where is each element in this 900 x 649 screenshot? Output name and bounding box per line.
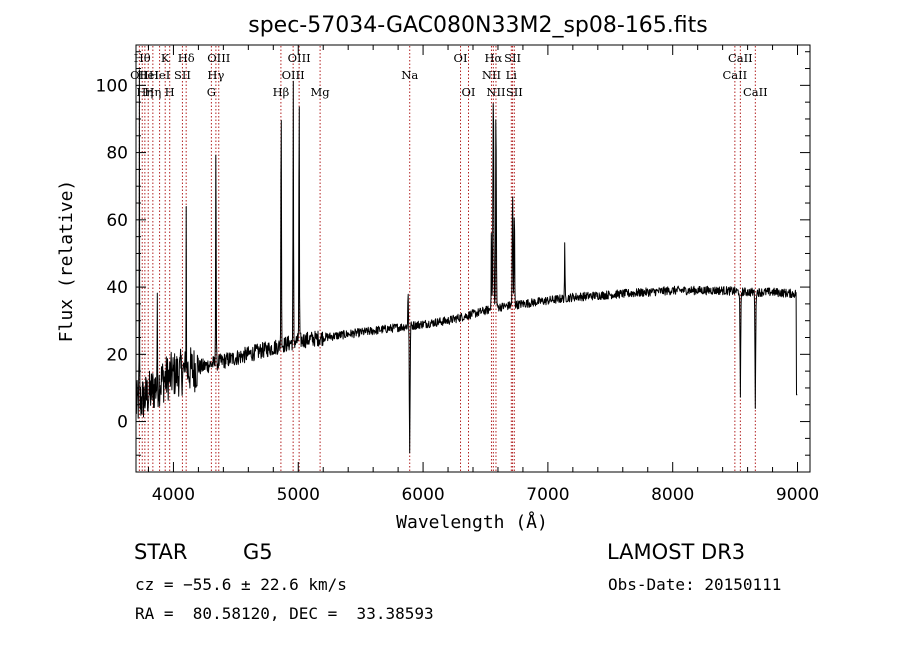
reference-line-label: OI xyxy=(462,85,476,99)
reference-line-label: Hη xyxy=(144,85,161,99)
reference-line-label: Hθ xyxy=(134,51,151,65)
reference-line-label: Li xyxy=(506,68,518,82)
x-tick-label: 4000 xyxy=(152,485,195,505)
reference-line-label: SII xyxy=(174,68,191,82)
reference-line-label: SII xyxy=(504,51,521,65)
sky-coordinates: RA = 80.58120, DEC = 33.38593 xyxy=(135,604,434,623)
reference-line-label: Hβ xyxy=(273,85,290,99)
reference-line-label: HeI xyxy=(138,68,159,82)
reference-line-label: OIII xyxy=(288,51,311,65)
reference-line-label: HeI xyxy=(149,68,170,82)
y-tick-label: 20 xyxy=(106,345,128,365)
y-axis-label: Flux (relative) xyxy=(56,180,77,343)
chart-title: spec-57034-GAC080N33M2_sp08-165.fits xyxy=(248,13,708,38)
reference-line-label: G xyxy=(207,85,216,99)
spectrum-series-line xyxy=(135,69,798,454)
reference-line-label: OIII xyxy=(282,68,305,82)
plot-frame xyxy=(135,44,811,473)
y-tick-label: 0 xyxy=(117,413,128,433)
reference-line-label: CaII xyxy=(743,85,768,99)
y-tick-label: 40 xyxy=(106,278,128,298)
observation-date: Obs-Date: 20150111 xyxy=(608,575,782,594)
x-axis-ticks xyxy=(147,45,799,472)
reference-line-label: Na xyxy=(401,68,418,82)
reference-line-label: Hγ xyxy=(207,68,224,82)
x-tick-label: 8000 xyxy=(651,485,694,505)
y-tick-label: 60 xyxy=(106,211,128,231)
survey-name: LAMOST DR3 xyxy=(607,540,746,564)
x-tick-label: 6000 xyxy=(401,485,444,505)
reference-line-label: Hδ xyxy=(178,51,195,65)
x-tick-label: 9000 xyxy=(776,485,819,505)
reference-line-label: K xyxy=(161,51,170,65)
reference-line-label: CaII xyxy=(722,68,747,82)
x-axis-label: Wavelength (Å) xyxy=(396,511,548,533)
reference-line-label: Hη xyxy=(136,85,153,99)
reference-line-labels: OIIHθHηHeIHηHeIKHSIIHδGHγOIIIHβOIIIOIIIM… xyxy=(130,51,768,99)
reference-line-label: SII xyxy=(506,85,523,99)
redshift-cz: cz = −55.6 ± 22.6 km/s xyxy=(135,575,347,594)
object-class: STAR xyxy=(134,540,188,564)
x-tick-label: 5000 xyxy=(277,485,320,505)
y-axis-tick-labels: 0 20 40 60 80 100 xyxy=(96,76,128,432)
reference-lines xyxy=(138,46,756,471)
y-axis-ticks xyxy=(136,51,810,456)
y-tick-label: 80 xyxy=(106,144,128,164)
reference-line-label: NII xyxy=(482,68,501,82)
x-tick-label: 7000 xyxy=(526,485,569,505)
reference-line-label: NII xyxy=(486,85,505,99)
reference-line-label: H xyxy=(165,85,175,99)
reference-line-label: OIII xyxy=(207,51,230,65)
y-tick-label: 100 xyxy=(96,76,128,96)
reference-line-label: CaII xyxy=(728,51,753,65)
reference-line-label: Hα xyxy=(484,51,502,65)
spectral-subclass: G5 xyxy=(243,540,273,564)
reference-line-label: OI xyxy=(454,51,468,65)
reference-line-label: Mg xyxy=(311,85,331,99)
x-axis-tick-labels: 4000 5000 6000 7000 8000 9000 xyxy=(152,485,819,505)
